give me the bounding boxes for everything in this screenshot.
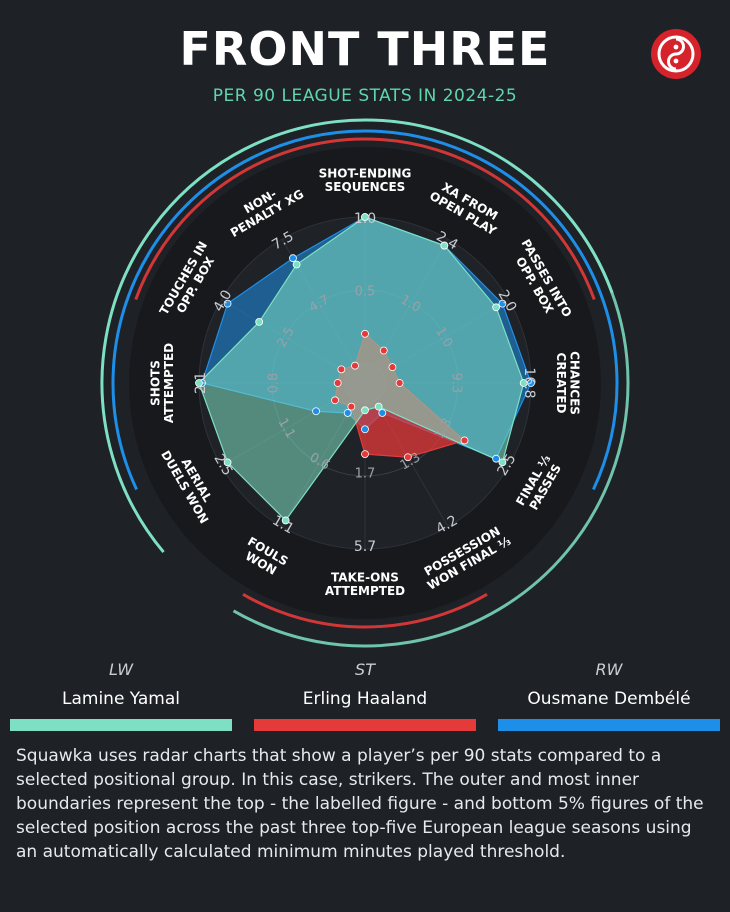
radar-point-erling-haaland — [361, 450, 369, 459]
radar-point-erling-haaland — [347, 402, 356, 411]
radar-point-lamine-yamal — [440, 241, 449, 250]
legend-name-lamine-yamal: Lamine Yamal — [62, 689, 180, 709]
radar-point-ousmane-dembele — [343, 409, 352, 417]
squawka-logo-icon — [651, 29, 701, 79]
axis-label-line: SEQUENCES — [325, 180, 406, 194]
radar-point-lamine-yamal — [292, 260, 301, 269]
radar-point-lamine-yamal — [498, 458, 507, 467]
axis-label-line: ATTEMPTED — [325, 584, 405, 598]
radar-point-erling-haaland — [351, 361, 359, 370]
axis-label: CHANCESCREATED — [554, 351, 582, 415]
radar-point-lamine-yamal — [255, 317, 264, 326]
legend-position-lw: LW — [108, 660, 134, 679]
radar-point-erling-haaland — [379, 346, 388, 355]
radar-point-ousmane-dembele — [492, 454, 501, 463]
radar-point-ousmane-dembele — [312, 407, 320, 416]
axis-tick-max: 16.8 — [521, 367, 537, 398]
radar-point-ousmane-dembele — [223, 299, 232, 308]
methodology-description: Squawka uses radar charts that show a pl… — [16, 746, 704, 862]
chart-subtitle: PER 90 LEAGUE STATS IN 2024-25 — [212, 86, 518, 106]
outer-ring-arc-st-top — [134, 137, 596, 301]
radar-point-erling-haaland — [361, 329, 369, 338]
radar-point-erling-haaland — [337, 365, 346, 374]
radar-point-ousmane-dembele — [289, 254, 297, 263]
radar-point-lamine-yamal — [223, 458, 232, 467]
legend-ousmane-dembele: RW Ousmane Dembélé — [498, 660, 720, 731]
radar-point-erling-haaland — [403, 453, 412, 462]
legend-name-erling-haaland: Erling Haaland — [302, 689, 428, 709]
legend-name-ousmane-dembele: Ousmane Dembélé — [527, 689, 691, 709]
axis-label-line: SHOT-ENDING — [319, 166, 412, 180]
radar-point-lamine-yamal — [361, 213, 369, 221]
axis-label: SHOTSATTEMPTED — [148, 343, 176, 423]
legend-swatch-erling-haaland — [254, 719, 476, 731]
axis-label-line: SHOTS — [148, 360, 162, 406]
axis-tick-mid: 0.8 — [267, 373, 282, 394]
axis-tick-max: 5.7 — [354, 539, 376, 555]
axis-label-line: CREATED — [554, 353, 568, 414]
outer-ring-arc-lw — [100, 118, 614, 554]
axis-tick-max: 1.0 — [354, 211, 376, 227]
outer-ring-arc-lw-right — [232, 212, 630, 648]
radar-point-lamine-yamal — [361, 406, 369, 415]
radar-point-erling-haaland — [395, 379, 404, 387]
radar-point-ousmane-dembele — [378, 409, 387, 417]
axis-tick-mid: 1.7 — [355, 467, 376, 482]
legend-swatch-lamine-yamal — [10, 719, 232, 731]
radar-point-erling-haaland — [333, 379, 342, 387]
outer-ring-arc-st-bottom — [242, 593, 488, 629]
axis-tick-mid: 0.5 — [355, 285, 376, 300]
radar-point-erling-haaland — [331, 396, 339, 405]
axis-label-line: ATTEMPTED — [162, 343, 176, 423]
radar-point-erling-haaland — [388, 363, 397, 372]
radar-point-lamine-yamal — [195, 379, 203, 387]
axis-label: SHOT-ENDING SEQUENCES — [319, 166, 412, 194]
axis-label-line: TAKE-ONS — [331, 570, 399, 584]
radar-point-lamine-yamal — [492, 303, 501, 312]
radar-point-erling-haaland — [460, 436, 469, 445]
radar-point-lamine-yamal — [519, 379, 528, 387]
axis-tick-mid: 9.3 — [449, 373, 464, 394]
legend-position-st: ST — [355, 660, 375, 679]
radar-chart: 0.51.01.02.41.02.09.3 16.81.32.51.34.21.7… — [100, 118, 630, 648]
legend-position-rw: RW — [595, 660, 623, 679]
axis-label: TAKE-ONS ATTEMPTED — [325, 570, 405, 598]
legend-lamine-yamal: LW Lamine Yamal — [10, 660, 232, 731]
outer-ring-arc-rw — [111, 129, 619, 491]
radar-point-lamine-yamal — [374, 402, 383, 411]
radar-point-ousmane-dembele — [361, 425, 369, 434]
chart-title: FRONT THREE — [179, 22, 551, 76]
axis-label-line: CHANCES — [568, 351, 582, 415]
legend-erling-haaland: ST Erling Haaland — [254, 660, 476, 731]
legend-swatch-ousmane-dembele — [498, 719, 720, 731]
axis-tick-max: 2.1 — [193, 372, 209, 394]
radar-point-lamine-yamal — [281, 516, 290, 525]
radar-point-ousmane-dembele — [498, 299, 507, 308]
